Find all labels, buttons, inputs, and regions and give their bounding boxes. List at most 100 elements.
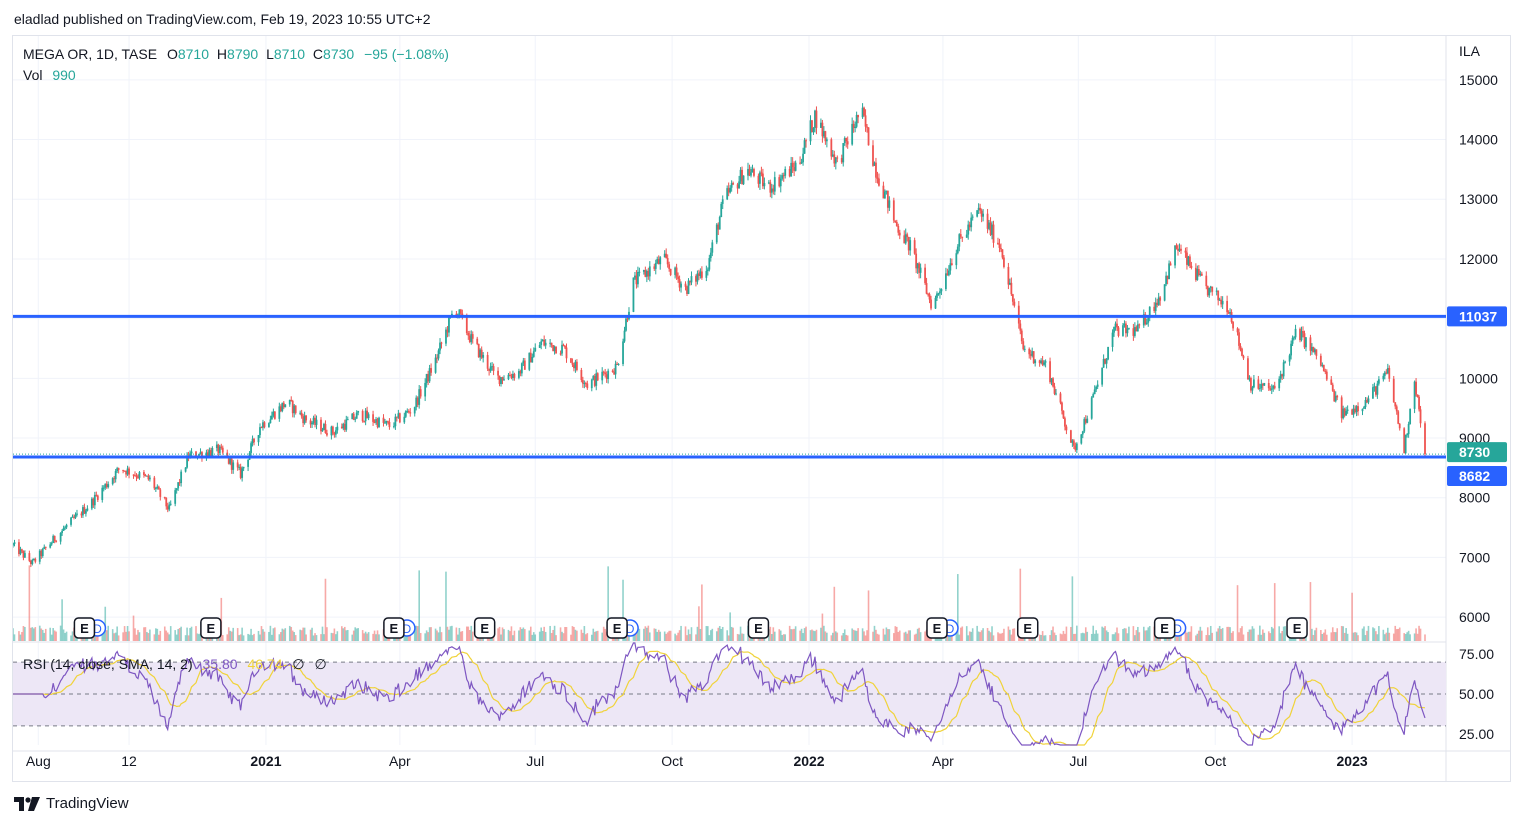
price-tags: 11037 8730 8682 (1447, 306, 1507, 487)
volume-bar (1340, 625, 1343, 641)
volume-bar (784, 634, 787, 641)
candle-body (455, 313, 458, 316)
open-value: 8710 (177, 46, 210, 62)
volume-bar (507, 629, 510, 641)
candle-body (123, 470, 126, 472)
volume-bar (872, 631, 874, 641)
candle-body (888, 200, 891, 208)
volume-bar (736, 633, 739, 641)
candle-body (157, 486, 160, 490)
candle-body (968, 224, 971, 228)
volume-bar (1387, 627, 1389, 641)
volume-bar (1064, 633, 1066, 641)
volume-bar (521, 628, 523, 641)
volume-bar (419, 632, 422, 641)
volume-bar (446, 626, 449, 641)
candle-body (105, 483, 108, 488)
volume-bar (602, 626, 605, 641)
candle-body (207, 452, 209, 457)
volume-bar (1003, 628, 1005, 641)
candle-body (1351, 409, 1353, 415)
rsi-label[interactable]: RSI (14, close, SMA, 14, 2) (23, 656, 193, 672)
candle-body (40, 550, 43, 556)
candle-body (492, 366, 495, 371)
candle-body (540, 341, 543, 345)
candle-body (491, 366, 493, 368)
candle-body (385, 421, 388, 423)
candle-body (238, 466, 241, 468)
volume-bar (293, 632, 296, 641)
candle-body (753, 169, 755, 176)
volume-bar (1215, 631, 1218, 641)
volume-bar (1395, 629, 1398, 641)
volume-bars (13, 565, 1426, 641)
candle-body (468, 335, 471, 342)
candle-body (541, 339, 544, 342)
volume-label[interactable]: Vol (23, 67, 43, 83)
volume-bar (897, 631, 900, 641)
candle-body (1123, 323, 1126, 326)
volume-bar (532, 632, 535, 641)
candle-body (1065, 426, 1068, 431)
candle-body (361, 410, 364, 422)
volume-bar (1206, 627, 1209, 641)
volume-bar (788, 625, 791, 641)
footer-brand[interactable]: TradingView (14, 795, 129, 812)
volume-bar (470, 625, 473, 641)
candle-body (1117, 327, 1120, 336)
volume-bar (805, 626, 807, 641)
time-axis: Aug 12 2021 Apr Jul Oct 2022 Apr Jul Oct 2023 (26, 753, 1368, 769)
candle-body (720, 203, 723, 218)
candle-body (1096, 384, 1099, 387)
candle-body (1064, 418, 1066, 427)
volume-bar (647, 625, 650, 641)
volume-bar (1111, 634, 1114, 641)
volume-bar (1323, 632, 1325, 641)
candle-body (1315, 349, 1318, 356)
volume-bar (739, 626, 742, 641)
volume-bar (1346, 633, 1349, 641)
volume-bar (1126, 633, 1129, 641)
volume-bar (250, 628, 252, 641)
volume-bar (552, 629, 554, 641)
volume-bar (501, 627, 504, 641)
candle-body (1044, 361, 1047, 363)
volume-bar (333, 628, 336, 641)
candle-body (1050, 378, 1053, 383)
candle-body (522, 360, 525, 364)
symbol-label[interactable]: MEGA OR, 1D, TASE (23, 46, 158, 62)
candle-body (1197, 269, 1200, 275)
volume-bar (832, 632, 834, 641)
candle-body (85, 510, 87, 514)
volume-bar (440, 632, 443, 641)
candle-body (211, 447, 214, 456)
volume-bar (455, 627, 458, 641)
volume-bar (71, 631, 74, 641)
candle-body (229, 458, 232, 464)
volume-bar (543, 626, 545, 641)
volume-bar (1331, 627, 1334, 641)
candle-body (1290, 343, 1292, 356)
candle-body (143, 472, 145, 475)
volume-bar (1230, 632, 1233, 641)
volume-bar (677, 632, 679, 641)
volume-bar (918, 627, 920, 641)
candle-body (696, 273, 699, 282)
candle-body (1397, 411, 1400, 424)
volume-bar (656, 631, 659, 641)
candle-body (1346, 409, 1349, 412)
candle-body (32, 558, 35, 561)
volume-bar (269, 625, 272, 641)
earnings-marker-icon (1153, 617, 1176, 639)
volume-bar (1095, 630, 1097, 641)
time-tick-label: 12 (121, 753, 137, 769)
low-label: L (266, 46, 274, 62)
volume-bar (1142, 626, 1145, 641)
volume-value: 990 (52, 67, 76, 83)
candle-body (458, 309, 461, 315)
volume-bar (549, 625, 551, 641)
candle-body (125, 470, 127, 475)
candle-body (1114, 323, 1117, 327)
